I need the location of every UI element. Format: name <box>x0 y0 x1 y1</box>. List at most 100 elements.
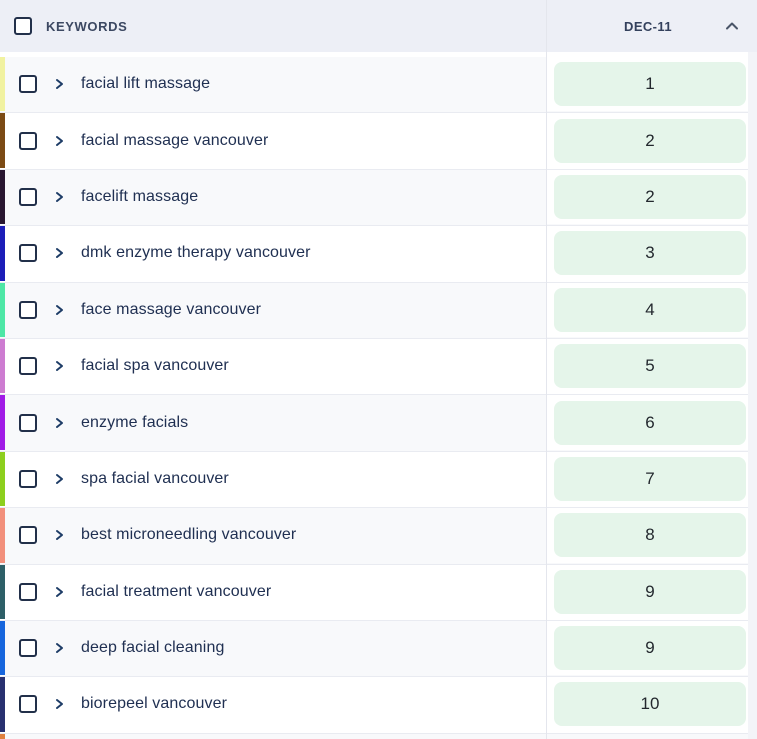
row-color-stripe <box>0 620 5 676</box>
keyword-cell: deep facial cleaning <box>0 621 546 675</box>
keyword-cell: spa facial vancouver <box>0 452 546 506</box>
row-color-stripe <box>0 508 5 563</box>
expand-chevron-right-icon[interactable] <box>55 586 64 598</box>
rank-value: 3 <box>645 243 655 263</box>
row-color-stripe <box>0 226 5 281</box>
rank-value: 6 <box>645 412 655 432</box>
expand-chevron-right-icon[interactable] <box>55 642 64 654</box>
rank-cell: 1 <box>547 57 757 112</box>
row-color-stripe <box>0 733 5 739</box>
row-checkbox[interactable] <box>19 695 37 714</box>
rank-value: 8 <box>645 525 655 545</box>
row-checkbox[interactable] <box>19 582 37 601</box>
keyword-cell: facial spa vancouver <box>0 339 546 393</box>
keyword-row: facial spa vancouver 5 <box>0 338 757 396</box>
keyword-row: enzyme facials 6 <box>0 395 757 452</box>
rank-value: 4 <box>645 299 655 319</box>
expand-chevron-right-icon[interactable] <box>55 135 64 147</box>
keyword-cell: enzyme facials <box>0 395 546 449</box>
rank-cell: 10 <box>547 677 757 732</box>
keywords-header-cell: KEYWORDS <box>14 0 127 52</box>
rank-pill: 1 <box>554 62 746 107</box>
keyword-text: facial spa vancouver <box>81 357 229 375</box>
keyword-row <box>0 733 757 739</box>
rank-pill: 3 <box>554 231 746 276</box>
rank-cell: 6 <box>547 395 757 450</box>
rank-cell: 2 <box>547 113 757 168</box>
sort-ascending-chevron-up-icon[interactable] <box>725 22 739 31</box>
rank-value: 2 <box>645 130 655 150</box>
keyword-row: spa facial vancouver 7 <box>0 451 757 509</box>
row-checkbox[interactable] <box>19 469 37 488</box>
rank-value: 5 <box>645 356 655 376</box>
rank-pill: 10 <box>554 682 746 727</box>
expand-chevron-right-icon[interactable] <box>55 247 64 259</box>
scrollbar-track[interactable] <box>748 52 757 739</box>
row-checkbox[interactable] <box>19 413 37 432</box>
date-column-header[interactable]: DEC-11 <box>624 18 672 34</box>
expand-chevron-right-icon[interactable] <box>55 78 64 90</box>
keyword-cell: face massage vancouver <box>0 283 546 337</box>
row-color-stripe <box>0 451 5 507</box>
keywords-column-header: KEYWORDS <box>46 18 128 34</box>
row-color-stripe <box>0 338 5 394</box>
keyword-cell: facial lift massage <box>0 57 546 111</box>
keyword-cell: facial treatment vancouver <box>0 565 546 619</box>
row-checkbox[interactable] <box>19 526 37 545</box>
rank-pill: 2 <box>554 118 746 163</box>
keyword-row: biorepeel vancouver 10 <box>0 677 757 734</box>
expand-chevron-right-icon[interactable] <box>55 473 64 485</box>
row-color-stripe <box>0 169 5 225</box>
keyword-row: facial treatment vancouver 9 <box>0 564 757 621</box>
row-color-stripe <box>0 57 5 112</box>
expand-chevron-right-icon[interactable] <box>55 191 64 203</box>
keyword-text: facial treatment vancouver <box>81 582 272 600</box>
keyword-text: enzyme facials <box>81 413 189 431</box>
keyword-cell: dmk enzyme therapy vancouver <box>0 226 546 280</box>
row-checkbox[interactable] <box>19 300 37 319</box>
expand-chevron-right-icon[interactable] <box>55 417 64 429</box>
keyword-cell: facial massage vancouver <box>0 113 546 167</box>
expand-chevron-right-icon[interactable] <box>55 698 64 710</box>
table-body: facial lift massage 1 facial massage van… <box>0 57 757 739</box>
rank-cell: 5 <box>547 338 757 394</box>
rank-value: 7 <box>645 468 655 488</box>
keyword-row: deep facial cleaning 9 <box>0 620 757 678</box>
row-color-stripe <box>0 282 5 337</box>
rank-cell: 7 <box>547 451 757 507</box>
date-header-cell[interactable]: DEC-11 <box>547 0 757 52</box>
rank-pill: 7 <box>554 456 746 501</box>
row-checkbox[interactable] <box>19 357 37 376</box>
column-divider <box>546 0 547 739</box>
rank-pill: 4 <box>554 287 746 332</box>
row-checkbox[interactable] <box>19 244 37 263</box>
table-header: KEYWORDS DEC-11 <box>0 0 757 52</box>
rank-value: 9 <box>645 581 655 601</box>
keyword-text: deep facial cleaning <box>81 639 225 657</box>
keyword-text: dmk enzyme therapy vancouver <box>81 244 311 262</box>
rank-cell: 2 <box>547 169 757 225</box>
keyword-text: facelift massage <box>81 187 199 205</box>
row-checkbox[interactable] <box>19 639 37 658</box>
row-color-stripe <box>0 395 5 450</box>
row-checkbox[interactable] <box>19 75 37 94</box>
keyword-text: face massage vancouver <box>81 300 262 318</box>
rank-pill: 9 <box>554 569 746 614</box>
expand-chevron-right-icon[interactable] <box>55 304 64 316</box>
rank-cell: 9 <box>547 620 757 676</box>
row-checkbox[interactable] <box>19 131 37 150</box>
rank-pill: 8 <box>554 513 746 558</box>
expand-chevron-right-icon[interactable] <box>55 360 64 372</box>
keyword-row: facial massage vancouver 2 <box>0 113 757 170</box>
rank-cell: 4 <box>547 282 757 337</box>
row-color-stripe <box>0 564 5 619</box>
keyword-text: best microneedling vancouver <box>81 526 297 544</box>
keyword-text: facial massage vancouver <box>81 131 269 149</box>
rank-value: 2 <box>645 186 655 206</box>
expand-chevron-right-icon[interactable] <box>55 529 64 541</box>
rank-value: 10 <box>640 694 660 714</box>
rank-cell: 3 <box>547 226 757 281</box>
select-all-checkbox[interactable] <box>14 17 32 35</box>
row-checkbox[interactable] <box>19 187 37 206</box>
